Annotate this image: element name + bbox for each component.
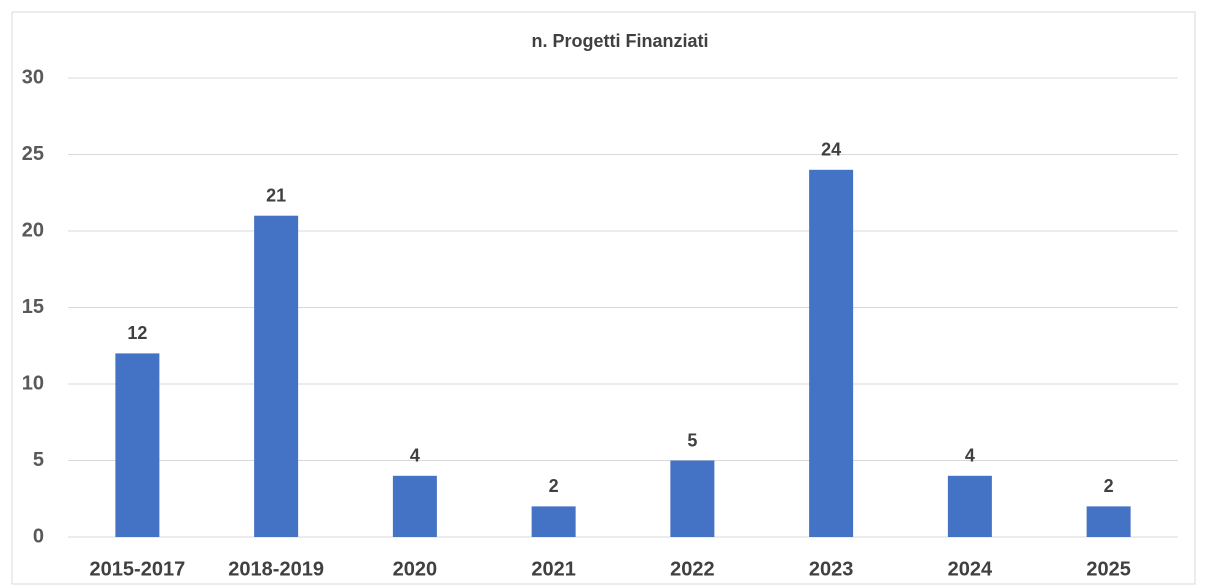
data-label: 2 (1104, 476, 1114, 496)
data-label: 4 (965, 446, 975, 466)
bar (809, 169, 854, 538)
y-tick-label: 15 (22, 296, 44, 318)
x-tick-label: 2023 (809, 558, 854, 580)
x-tick-label: 2021 (531, 558, 576, 580)
bar (115, 353, 160, 537)
data-label: 2 (549, 476, 559, 496)
bar (392, 475, 437, 537)
y-tick-label: 25 (22, 143, 44, 165)
y-tick-label: 30 (22, 66, 44, 88)
bar (670, 460, 715, 537)
bar (947, 475, 992, 537)
x-tick-label: 2022 (670, 558, 715, 580)
x-tick-label: 2015-2017 (90, 558, 186, 580)
x-tick-label: 2025 (1086, 558, 1131, 580)
data-label: 5 (687, 430, 697, 450)
bar (254, 215, 299, 537)
y-tick-label: 20 (22, 219, 44, 241)
x-tick-label: 2020 (393, 558, 438, 580)
y-tick-label: 5 (33, 449, 44, 471)
data-label: 12 (127, 323, 147, 343)
bar (531, 506, 576, 537)
chart-title: n. Progetti Finanziati (531, 31, 708, 51)
y-tick-label: 0 (33, 525, 44, 547)
bar (1086, 506, 1131, 537)
data-label: 21 (266, 185, 286, 205)
data-label: 4 (410, 446, 420, 466)
x-tick-label: 2024 (948, 558, 993, 580)
y-tick-label: 10 (22, 372, 44, 394)
chart-border (11, 11, 1196, 585)
data-label: 24 (821, 140, 841, 160)
x-tick-label: 2018-2019 (228, 558, 324, 580)
